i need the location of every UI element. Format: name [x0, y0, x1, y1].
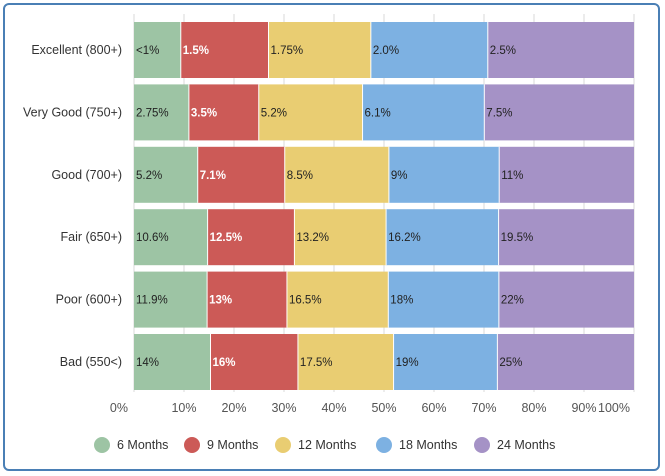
- legend-label: 24 Months: [497, 438, 555, 452]
- legend-label: 18 Months: [399, 438, 457, 452]
- data-label: 22%: [501, 295, 524, 307]
- data-label: 9%: [391, 170, 408, 182]
- bar-segment: [134, 22, 181, 78]
- bar-segment: [386, 209, 499, 266]
- data-label: 5.2%: [136, 170, 162, 182]
- bar-segment: [499, 146, 634, 203]
- data-label: 16%: [213, 357, 236, 369]
- legend-label: 9 Months: [207, 438, 258, 452]
- data-label: 11%: [501, 170, 523, 182]
- x-tick-label: 50%: [371, 401, 396, 415]
- data-label: <1%: [136, 45, 159, 57]
- data-label: 17.5%: [300, 357, 333, 369]
- bar-segment: [370, 22, 488, 78]
- x-tick-label: 60%: [421, 401, 446, 415]
- data-label: 18%: [390, 295, 413, 307]
- x-tick-label: 100%: [598, 401, 630, 415]
- category-label: Bad (550<): [60, 355, 122, 369]
- data-label: 12.5%: [210, 232, 243, 244]
- data-label: 14%: [136, 357, 159, 369]
- x-axis-ticks: 0% 10% 20% 30% 40% 50% 60% 70% 80% 90% 100%: [110, 401, 630, 415]
- data-label: 2.75%: [136, 107, 169, 119]
- x-tick-label: 10%: [171, 401, 196, 415]
- bar-segment: [497, 334, 634, 390]
- bar-segment: [134, 209, 208, 266]
- x-tick-label: 40%: [321, 401, 346, 415]
- bar-segment: [388, 146, 500, 203]
- legend-swatch: [376, 437, 392, 453]
- bar-segment: [210, 334, 298, 390]
- bar-segment: [498, 209, 634, 266]
- category-label: Poor (600+): [56, 293, 122, 307]
- bar-segment: [393, 334, 498, 390]
- data-label: 13%: [209, 295, 232, 307]
- bar-segment: [284, 146, 389, 203]
- data-label: 19.5%: [501, 232, 534, 244]
- legend: 6 Months 9 Months 12 Months 18 Months 24 Mon…: [94, 437, 555, 453]
- legend-swatch: [474, 437, 490, 453]
- data-label: 3.5%: [191, 107, 217, 119]
- bar-segment: [180, 22, 269, 78]
- data-label: 10.6%: [136, 232, 169, 244]
- category-label: Good (700+): [51, 168, 122, 182]
- x-tick-label: 20%: [221, 401, 246, 415]
- data-label: 19%: [396, 357, 419, 369]
- bar-segment: [484, 84, 634, 141]
- bar-segment: [362, 84, 485, 141]
- x-tick-label: 70%: [471, 401, 496, 415]
- legend-swatch: [275, 437, 291, 453]
- data-label: 2.0%: [373, 45, 399, 57]
- category-label: Excellent (800+): [31, 43, 122, 57]
- bar-segment: [134, 334, 211, 390]
- data-label: 7.1%: [200, 170, 226, 182]
- x-tick-label: 80%: [521, 401, 546, 415]
- bar-segment: [286, 271, 389, 328]
- legend-label: 12 Months: [298, 438, 356, 452]
- data-label: 5.2%: [261, 107, 287, 119]
- x-tick-label: 90%: [571, 401, 596, 415]
- bar-segment: [134, 271, 208, 328]
- bar-segment: [294, 209, 387, 266]
- bar-segment: [388, 271, 499, 328]
- data-label: 25%: [499, 357, 522, 369]
- x-tick-label: 30%: [271, 401, 296, 415]
- legend-label: 6 Months: [117, 438, 168, 452]
- data-label: 8.5%: [287, 170, 313, 182]
- y-axis-labels: Excellent (800+) Very Good (750+) Good (70…: [23, 43, 122, 369]
- bar-segment: [297, 334, 394, 390]
- bar-segment: [197, 146, 285, 203]
- category-label: Fair (650+): [61, 230, 122, 244]
- data-label: 1.75%: [271, 45, 304, 57]
- legend-swatch: [94, 437, 110, 453]
- bar-segment: [487, 22, 634, 78]
- data-label: 13.2%: [296, 232, 329, 244]
- data-label: 16.5%: [289, 295, 322, 307]
- data-label: 1.5%: [183, 45, 209, 57]
- data-label: 16.2%: [388, 232, 421, 244]
- data-label: 2.5%: [490, 45, 516, 57]
- bar-segment: [207, 271, 287, 328]
- bar-segment: [188, 84, 259, 141]
- bar-segment: [207, 209, 295, 266]
- category-label: Very Good (750+): [23, 105, 122, 119]
- legend-swatch: [184, 437, 200, 453]
- bar-segment: [258, 84, 363, 141]
- bar-segment: [268, 22, 371, 78]
- bars: <1% 1.5% 1.75% 2.0% 2.5% 2.75% 3.5% 5.2% 6.1% 7.5…: [134, 22, 634, 390]
- data-label: 7.5%: [486, 107, 512, 119]
- data-label: 11.9%: [136, 295, 168, 307]
- bar-segment: [498, 271, 634, 328]
- bar-segment: [134, 84, 189, 141]
- bar-segment: [134, 146, 198, 203]
- x-tick-label: 0%: [110, 401, 128, 415]
- data-label: 6.1%: [365, 107, 391, 119]
